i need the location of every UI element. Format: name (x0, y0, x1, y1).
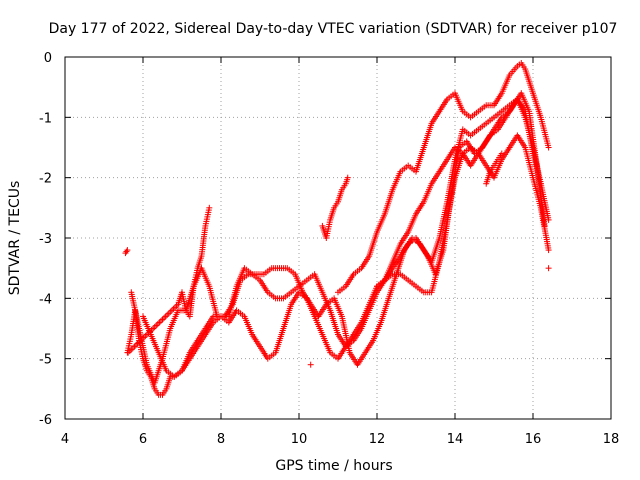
x-tick-label: 8 (217, 432, 225, 447)
data-point (162, 313, 169, 320)
x-tick-label: 14 (447, 432, 464, 447)
data-point (498, 150, 505, 157)
data-point (154, 320, 161, 327)
data-point (168, 307, 175, 314)
data-point (151, 323, 158, 330)
data-point (165, 310, 172, 317)
data-point (123, 248, 130, 255)
data-point (307, 361, 314, 368)
x-axis-label: GPS time / hours (275, 458, 392, 474)
y-tick-label: -4 (39, 292, 52, 307)
y-tick-label: 0 (44, 51, 52, 66)
data-point (545, 216, 552, 223)
x-tick-label: 16 (525, 432, 542, 447)
y-tick-label: -2 (39, 172, 52, 187)
data-point (161, 314, 168, 321)
data-point (545, 144, 552, 151)
data-point (545, 247, 552, 254)
data-point (153, 322, 160, 329)
x-tick-label: 4 (61, 432, 69, 447)
y-tick-label: -5 (39, 353, 52, 368)
data-point (206, 204, 213, 211)
chart-title: Day 177 of 2022, Sidereal Day-to-day VTE… (49, 21, 618, 37)
x-tick-label: 6 (139, 432, 147, 447)
y-tick-label: -3 (39, 232, 52, 247)
data-point (170, 305, 177, 312)
ticks-layer: 4 6 8 10 12 14 16 18 -6 -5 -4 -3 -2 -1 0 (39, 51, 619, 447)
data-point (167, 308, 174, 315)
data-point (164, 311, 171, 318)
y-tick-label: -6 (39, 413, 52, 428)
data-point (156, 319, 163, 326)
data-point (545, 265, 552, 272)
x-tick-label: 18 (603, 432, 620, 447)
x-tick-label: 12 (369, 432, 386, 447)
x-tick-label: 10 (291, 432, 308, 447)
data-point (131, 343, 138, 350)
marks-layer (122, 60, 552, 398)
data-point (344, 174, 351, 181)
data-point (157, 317, 164, 324)
y-axis-label: SDTVAR / TECUs (7, 181, 23, 296)
data-point (124, 247, 131, 254)
data-point (159, 316, 166, 323)
y-tick-label: -1 (39, 111, 52, 126)
